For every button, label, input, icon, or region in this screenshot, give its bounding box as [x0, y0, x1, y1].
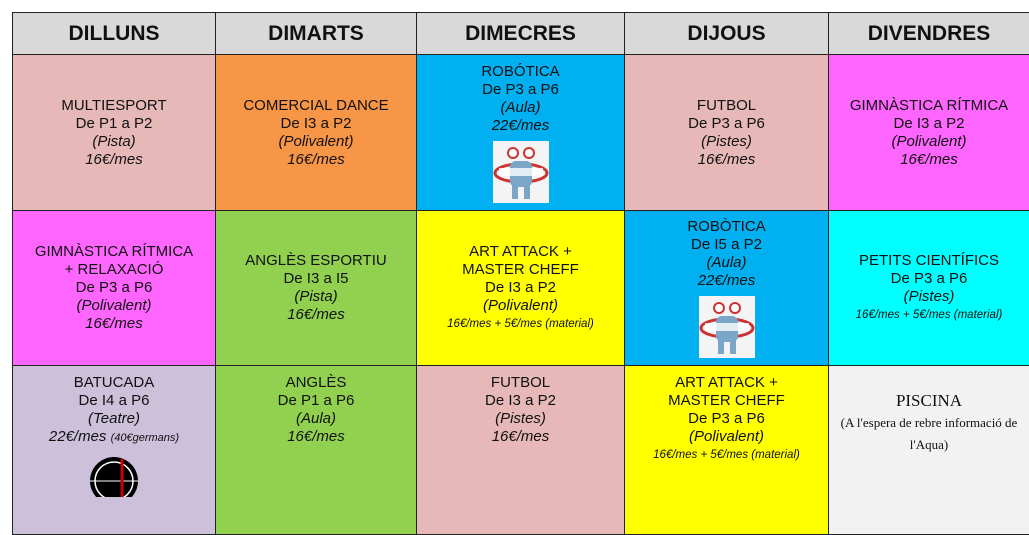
price: 22€/mes	[419, 117, 622, 135]
place: (Polivalent)	[218, 133, 414, 151]
day-header: DIMECRES	[417, 13, 625, 55]
price: 16€/mes + 5€/mes (material)	[627, 446, 826, 464]
place: (Polivalent)	[831, 133, 1027, 151]
price: 16€/mes	[218, 428, 414, 446]
price-note: (40€germans)	[111, 432, 179, 444]
price: 16€/mes	[419, 428, 622, 446]
place: (Pistes)	[419, 410, 622, 428]
grades: De P3 a P6	[15, 279, 213, 297]
grades: De P3 a P6	[831, 270, 1027, 288]
activity-name: MASTER CHEFF	[627, 392, 826, 410]
grades: De P1 a P6	[218, 392, 414, 410]
activity-name: PETITS CIENTÍFICS	[831, 252, 1027, 270]
price: 16€/mes	[15, 315, 213, 333]
grades: De P3 a P6	[419, 81, 622, 99]
price: 22€/mes	[627, 272, 826, 290]
activity-name: ART ATTACK +	[419, 243, 622, 261]
robot-logo	[493, 141, 549, 203]
price: 22€/mes (40€germans)	[15, 428, 213, 447]
activity-name: ROBÓTICA	[419, 63, 622, 81]
activity-name: + RELAXACIÓ	[15, 261, 213, 279]
grades: De I4 a P6	[15, 392, 213, 410]
activity-name: BATUCADA	[15, 374, 213, 392]
place: (Pistes)	[831, 288, 1027, 306]
activity-name: ANGLÈS ESPORTIU	[218, 252, 414, 270]
activity-name: ANGLÈS	[218, 374, 414, 392]
activity-name: PISCINA	[831, 392, 1027, 410]
grades: De I3 a I5	[218, 270, 414, 288]
place: (Polivalent)	[419, 297, 622, 315]
grades: De P3 a P6	[627, 410, 826, 428]
day-header: DIMARTS	[216, 13, 417, 55]
price: 16€/mes	[218, 151, 414, 169]
activity-name: FUTBOL	[419, 374, 622, 392]
place: (Aula)	[419, 99, 622, 117]
activity-note: (A l'espera de rebre informació de l'Aqu…	[831, 412, 1027, 456]
price: 16€/mes	[218, 306, 414, 324]
activity-cell: PISCINA (A l'espera de rebre informació d…	[829, 366, 1029, 535]
place: (Polivalent)	[627, 428, 826, 446]
price: 16€/mes	[831, 151, 1027, 169]
grades: De I3 a P2	[218, 115, 414, 133]
day-header: DILLUNS	[13, 13, 216, 55]
activity-name: GIMNÀSTICA RÍTMICA	[15, 243, 213, 261]
price: 16€/mes	[627, 151, 826, 169]
day-header: DIVENDRES	[829, 13, 1029, 55]
robot-logo	[699, 296, 755, 358]
price: 16€/mes + 5€/mes (material)	[831, 306, 1027, 324]
activity-name: FUTBOL	[627, 97, 826, 115]
grades: De P1 a P2	[15, 115, 213, 133]
price: 16€/mes + 5€/mes (material)	[419, 315, 622, 333]
tectum-logo	[82, 453, 146, 497]
activity-name: GIMNÀSTICA RÍTMICA	[831, 97, 1027, 115]
grades: De I3 a P2	[419, 392, 622, 410]
place: (Teatre)	[15, 410, 213, 428]
grades: De P3 a P6	[627, 115, 826, 133]
place: (Aula)	[218, 410, 414, 428]
day-header: DIJOUS	[625, 13, 829, 55]
place: (Pista)	[15, 133, 213, 151]
grades: De I3 a P2	[419, 279, 622, 297]
grades: De I5 a P2	[627, 236, 826, 254]
place: (Pistes)	[627, 133, 826, 151]
grades: De I3 a P2	[831, 115, 1027, 133]
page: {"header": {"days": ["DILLUNS", "DIMARTS…	[0, 0, 1029, 511]
price: 16€/mes	[15, 151, 213, 169]
activity-name: MASTER CHEFF	[419, 261, 622, 279]
activity-name: MULTIESPORT	[15, 97, 213, 115]
place: (Polivalent)	[15, 297, 213, 315]
place: (Pista)	[218, 288, 414, 306]
activity-name: ART ATTACK +	[627, 374, 826, 392]
place: (Aula)	[627, 254, 826, 272]
activity-name: ROBÒTICA	[627, 218, 826, 236]
activity-name: COMERCIAL DANCE	[218, 97, 414, 115]
